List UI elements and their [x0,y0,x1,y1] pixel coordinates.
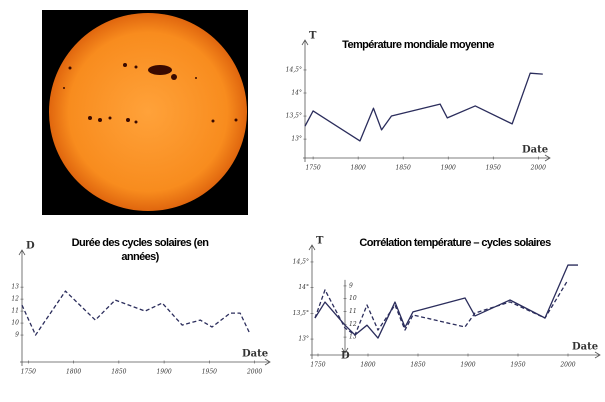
y-tick-label: 13,5° [293,310,309,317]
x-tick-label: 1750 [305,165,320,172]
y-axis [308,244,316,359]
x-tick-label: 2000 [246,369,262,376]
data-line [304,72,543,142]
y-tick-label: 14,5° [293,258,309,265]
y-tick-label: 11 [11,308,19,315]
y-tick-label: 14° [291,90,302,97]
x-tick-label: 2000 [559,362,575,369]
x-axis [303,154,551,162]
y-tick-label: 14° [298,284,309,291]
data-line [314,279,569,336]
x-tick-label: 1950 [510,362,525,369]
x-tick-label: 1750 [21,369,36,376]
y-axis [18,249,26,366]
y2-tick-label: 11 [349,308,357,315]
chart-title: Corrélation température – cycles solaire… [359,237,551,249]
x-axis [310,351,601,359]
y2-axis-label: D [341,351,350,362]
x-tick-label: 1850 [396,165,411,172]
x-tick-label: 1900 [441,165,456,172]
y-axis-label: T [309,31,317,42]
y-axis-label: T [316,236,324,247]
x-axis-label: Date [242,349,268,360]
y-tick-label: 10 [11,320,19,327]
data-line [21,290,251,336]
y-axis-label: D [26,241,35,252]
x-tick-label: 1900 [460,362,475,369]
x-axis [20,358,271,366]
chart-title: Durée des cycles solaires (en années) [71,237,209,263]
sun-image [42,10,248,215]
y2-tick-label: 10 [349,295,357,302]
y2-tick-label: 12 [349,321,357,328]
x-tick-label: 1850 [410,362,425,369]
x-tick-label: 1800 [351,165,366,172]
y-axis [301,39,309,162]
x-tick-label: 1900 [156,369,171,376]
y2-tick-label: 9 [349,282,353,289]
x-tick-label: 2000 [530,165,546,172]
y-tick-label: 13° [291,136,302,143]
x-tick-label: 1800 [66,369,81,376]
x-axis-label: Date [572,342,598,353]
y-tick-label: 13,5° [286,113,302,120]
y-tick-label: 13 [11,284,19,291]
x-tick-label: 1750 [310,362,325,369]
y-tick-label: 12 [11,296,19,303]
x-tick-label: 1850 [111,369,126,376]
x-tick-label: 1800 [360,362,375,369]
x-tick-label: 1950 [202,369,217,376]
x-axis-label: Date [522,145,548,156]
y-tick-label: 14,5° [286,66,302,73]
y2-tick-label: 13 [349,334,357,341]
chart-title: Température mondiale moyenne [342,39,494,51]
y2-axis [341,279,349,354]
y-tick-label: 13° [298,336,309,343]
y-tick-label: 9 [15,332,19,339]
x-tick-label: 1950 [486,165,501,172]
